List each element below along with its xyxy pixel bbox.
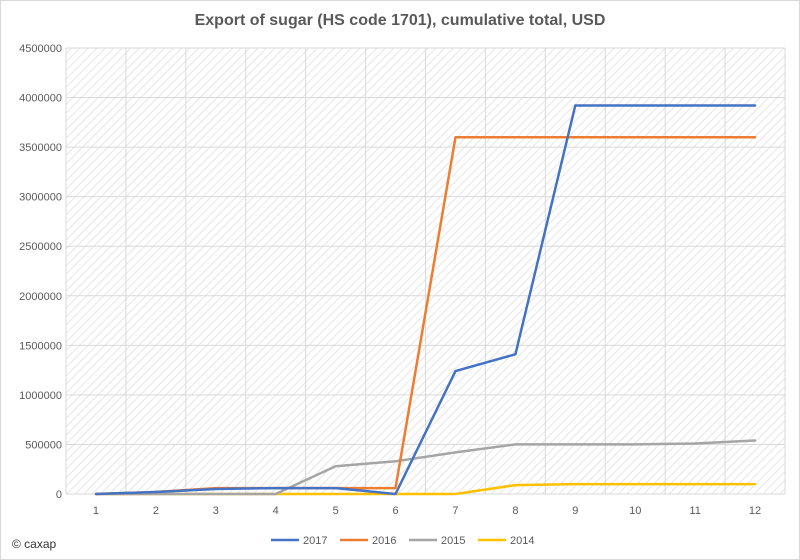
x-tick-label: 11 <box>689 505 700 517</box>
x-tick-label: 9 <box>572 505 578 517</box>
legend-label-2014: 2014 <box>510 535 534 547</box>
chart-title: Export of sugar (HS code 1701), cumulati… <box>194 12 606 29</box>
legend-label-2017: 2017 <box>303 535 327 547</box>
y-tick-label: 1000000 <box>19 390 62 402</box>
legend: 2017 2016 2015 2014 <box>271 535 534 547</box>
y-tick-label: 500000 <box>25 439 62 451</box>
y-tick-label: 4500000 <box>19 43 62 55</box>
y-axis: 0 500000 1000000 1500000 2000000 2500000 30000… <box>19 43 62 501</box>
x-axis: 1 2 3 4 5 6 7 8 9 10 11 12 <box>93 505 761 517</box>
x-tick-label: 1 <box>93 505 99 517</box>
y-tick-label: 2500000 <box>19 241 62 253</box>
legend-label-2016: 2016 <box>372 535 396 547</box>
series-lines <box>94 104 757 496</box>
x-tick-label: 8 <box>512 505 518 517</box>
copyright-text: © caxap <box>12 537 57 551</box>
y-tick-label: 0 <box>56 489 62 501</box>
x-tick-label: 3 <box>213 505 219 517</box>
y-tick-label: 3500000 <box>19 142 62 154</box>
x-tick-label: 10 <box>629 505 641 517</box>
y-tick-label: 4000000 <box>19 93 62 105</box>
x-tick-label: 5 <box>333 505 339 517</box>
legend-label-2015: 2015 <box>441 535 465 547</box>
series-line-2017 <box>94 104 757 496</box>
series-line-2015 <box>94 439 757 496</box>
x-tick-label: 6 <box>392 505 398 517</box>
x-tick-label: 2 <box>153 505 159 517</box>
y-tick-label: 1500000 <box>19 340 62 352</box>
x-tick-label: 4 <box>273 505 279 517</box>
x-tick-label: 7 <box>452 505 458 517</box>
x-tick-label: 12 <box>749 505 761 517</box>
y-tick-label: 3000000 <box>19 192 62 204</box>
y-tick-label: 2000000 <box>19 291 62 303</box>
grid <box>65 47 786 495</box>
